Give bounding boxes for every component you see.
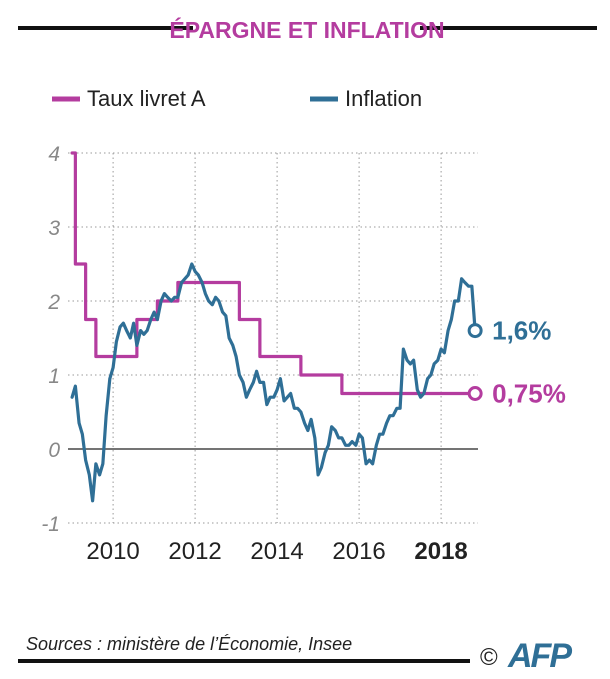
y-tick-label: 3 [48, 217, 60, 240]
series-end-label-1: 1,6% [492, 316, 551, 346]
series-line-0 [70, 151, 477, 396]
y-tick-label: 2 [47, 291, 60, 314]
axes: 4 3 2 1 0 -1 2010 2012 2014 2016 2018 [41, 143, 467, 565]
series-end-label-0: 0,75% [492, 379, 566, 409]
data-labels: 0,75% 1,6% [492, 316, 566, 409]
legend: Taux livret A Inflation [52, 86, 422, 111]
x-tick-label: 2014 [250, 538, 303, 565]
legend-label-livret-a: Taux livret A [87, 86, 206, 111]
chart-title: ÉPARGNE ET INFLATION [169, 16, 444, 43]
x-tick-label: 2018 [414, 538, 467, 565]
y-tick-label: 0 [48, 439, 60, 462]
x-tick-label: 2010 [86, 538, 139, 565]
series-line-1 [70, 262, 477, 503]
legend-label-inflation: Inflation [345, 86, 422, 111]
series-end-marker-1 [467, 323, 483, 339]
x-tick-label: 2012 [168, 538, 221, 565]
y-tick-label: 1 [48, 365, 60, 388]
series-end-marker-0 [467, 386, 483, 401]
y-tick-label: -1 [41, 513, 60, 536]
source-note: Sources : ministère de l’Économie, Insee [26, 634, 352, 654]
afp-logo: AFP [507, 637, 572, 675]
grid [68, 152, 478, 524]
x-tick-label: 2016 [332, 538, 385, 565]
copyright-symbol: © [480, 644, 498, 671]
series [70, 151, 483, 503]
y-tick-label: 4 [48, 143, 60, 166]
